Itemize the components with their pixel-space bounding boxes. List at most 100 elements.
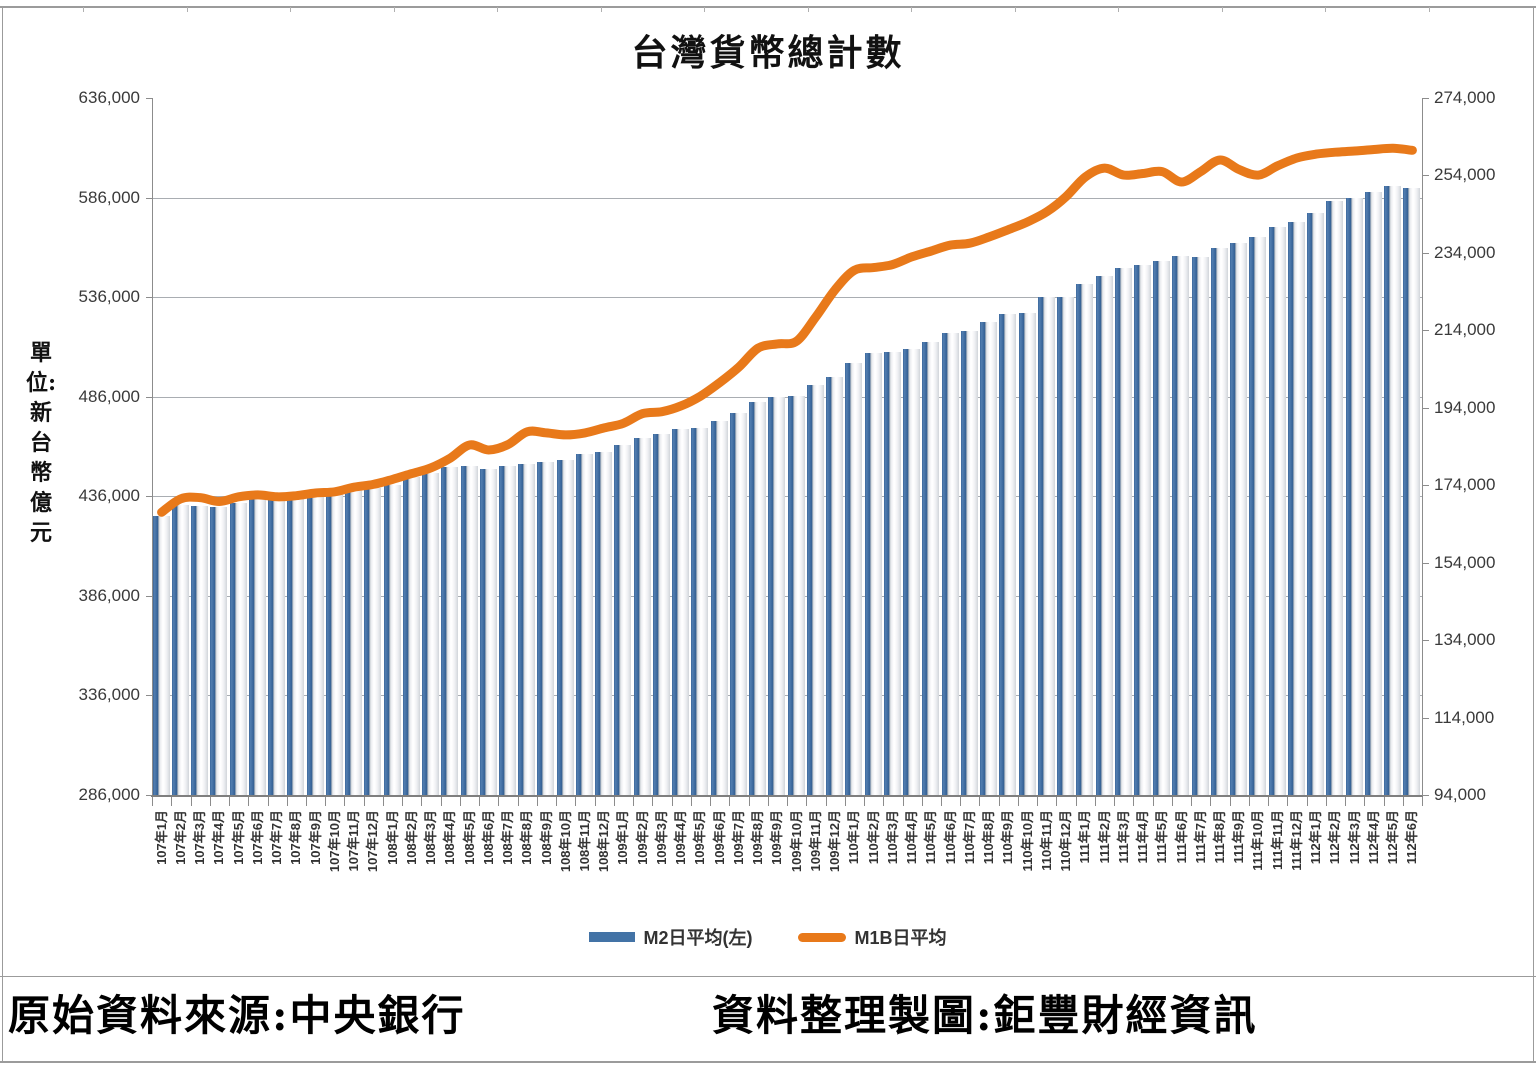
y-right-tick-label: 274,000 — [1434, 88, 1496, 107]
bar-m2 — [1230, 243, 1248, 795]
x-axis-tick — [1402, 797, 1404, 806]
bar-m2 — [1153, 261, 1171, 795]
bar-m2 — [287, 493, 305, 795]
right-axis-tick — [1422, 175, 1429, 177]
x-axis-tick — [1345, 797, 1346, 806]
m2-bar-series — [152, 98, 1422, 795]
bar-m2 — [1287, 221, 1305, 795]
x-axis-tick — [652, 797, 654, 806]
gridline — [152, 695, 1422, 697]
x-axis-tick — [171, 797, 173, 806]
x-axis-tick — [421, 797, 423, 806]
x-axis-tick — [1306, 797, 1308, 806]
right-axis-tick — [1422, 640, 1429, 642]
x-axis-tick — [1171, 797, 1173, 806]
bar-m2 — [999, 314, 1017, 795]
worksheet-column-tick — [497, 7, 498, 12]
x-axis-tick — [1287, 797, 1289, 806]
y-right-tick-label: 214,000 — [1434, 320, 1496, 340]
bar-m2 — [575, 453, 593, 795]
bar-m2 — [806, 384, 824, 795]
bar-m2 — [960, 331, 978, 795]
right-axis-tick — [1422, 485, 1429, 487]
x-tick-label-text: 110年11月 — [1038, 810, 1054, 871]
bar-m2 — [229, 503, 247, 795]
right-axis-tick — [1422, 98, 1429, 99]
x-tick-label-text: 108年7月 — [500, 810, 515, 865]
x-tick-label-text: 107年12月 — [365, 810, 381, 873]
bar-m2 — [1172, 256, 1190, 795]
left-axis-tick — [146, 197, 152, 199]
x-axis-tick — [575, 797, 577, 806]
x-axis-tick — [1422, 797, 1423, 806]
bar-m2 — [1268, 227, 1286, 795]
bar-m2 — [210, 507, 228, 795]
x-tick-label-text: 107年2月 — [172, 810, 188, 865]
x-tick-label-text: 107年6月 — [249, 810, 265, 865]
y-left-tick-label: 386,000 — [78, 585, 140, 605]
bar-m2 — [152, 516, 170, 795]
bar-m2 — [922, 341, 940, 795]
x-tick-label-text: 109年1月 — [615, 810, 631, 865]
x-tick-label-text: 112年2月 — [1327, 810, 1343, 865]
bar-m2 — [691, 428, 709, 795]
y-left-tick-label: 436,000 — [78, 486, 140, 506]
x-axis-tick — [883, 797, 885, 806]
worksheet-column-tick — [290, 7, 291, 12]
y-left-tick-label: 636,000 — [78, 88, 140, 107]
x-tick-label-text: 110年8月 — [981, 810, 996, 865]
x-axis-tick — [671, 797, 673, 806]
x-axis-tick — [921, 797, 923, 806]
x-tick-label-text: 110年12月 — [1058, 810, 1073, 872]
x-axis-tick — [1056, 797, 1058, 806]
x-axis-tick — [998, 797, 1000, 806]
x-axis-line — [151, 795, 1423, 797]
bar-m2 — [1191, 257, 1209, 795]
y-right-tick-label: 234,000 — [1434, 242, 1496, 262]
x-tick-label-text: 111年4月 — [1135, 810, 1150, 864]
y-right-tick-label: 134,000 — [1434, 630, 1496, 650]
x-tick-label-text: 110年5月 — [923, 810, 939, 865]
x-axis-tick — [479, 797, 481, 806]
bar-m2 — [1018, 313, 1036, 795]
x-axis-tick — [363, 797, 365, 806]
bar-m2 — [556, 460, 574, 795]
right-axis-tick — [1422, 562, 1429, 564]
x-axis-tick — [440, 797, 442, 806]
x-tick-label-text: 108年8月 — [519, 810, 535, 865]
x-tick-label-text: 111年8月 — [1212, 810, 1227, 864]
x-tick-label-text: 108年12月 — [596, 810, 612, 873]
bar-m2 — [306, 491, 324, 795]
x-axis-tick — [325, 797, 327, 806]
bar-m2 — [768, 396, 786, 795]
bar-m2 — [499, 466, 516, 795]
x-tick-label-text: 111年7月 — [1192, 810, 1208, 864]
x-tick-label-text: 109年9月 — [769, 810, 785, 865]
bar-m2 — [479, 469, 497, 795]
x-tick-label-text: 110年7月 — [961, 810, 977, 865]
x-axis-tick — [459, 797, 461, 806]
x-tick-label-text: 107年1月 — [153, 810, 169, 865]
x-tick-label-text: 111年10月 — [1250, 810, 1266, 871]
legend-item-m2: M2日平均(左) — [589, 924, 752, 950]
worksheet-column-tick — [187, 7, 188, 12]
x-axis-tick — [633, 797, 635, 806]
x-axis-tick — [902, 797, 904, 806]
worksheet-column-tick — [1118, 7, 1119, 12]
y-right-tick-label: 254,000 — [1434, 165, 1496, 185]
worksheet-column-tick — [1222, 7, 1223, 12]
bar-m2 — [864, 352, 882, 795]
x-tick-label-text: 109年7月 — [730, 810, 746, 865]
bar-m2 — [460, 466, 478, 795]
x-tick-label-text: 111年1月 — [1077, 810, 1093, 864]
x-tick-label-text: 109年2月 — [634, 810, 650, 865]
x-axis-tick — [1248, 797, 1250, 806]
bar-m2 — [1249, 237, 1267, 795]
worksheet-column-tick — [911, 7, 912, 12]
x-tick-label-text: 109年4月 — [673, 810, 689, 865]
bar-m2 — [1037, 296, 1055, 795]
y-left-tick-label: 336,000 — [78, 685, 140, 705]
x-axis-tick — [787, 797, 788, 806]
x-axis-tick — [1383, 797, 1385, 806]
y-right-tick-label: 114,000 — [1434, 707, 1495, 727]
